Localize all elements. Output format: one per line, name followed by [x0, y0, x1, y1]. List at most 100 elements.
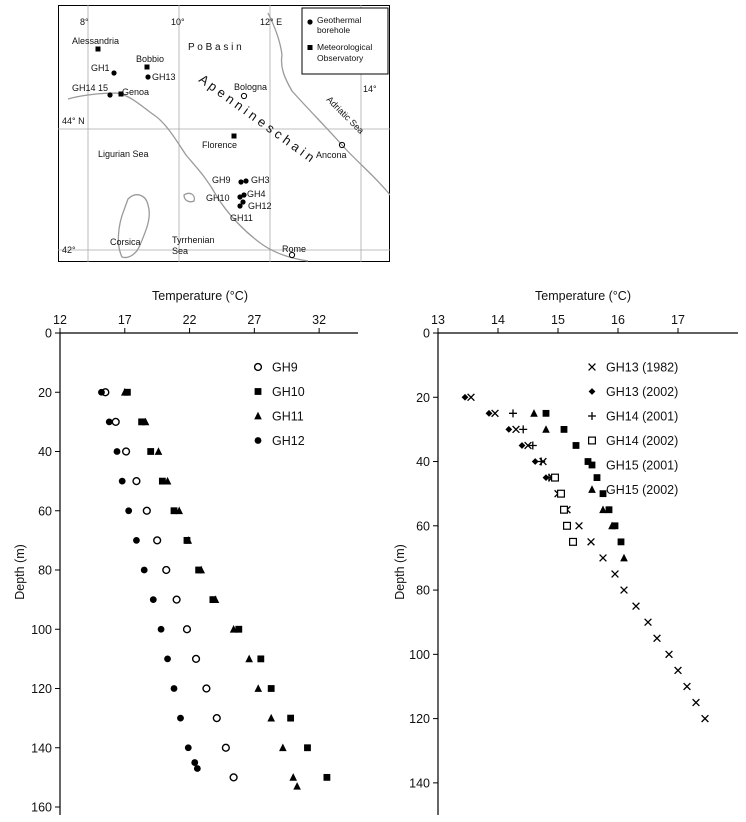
chart-left-point-s0-2: [121, 447, 131, 456]
chart-right-point-s4-2: [572, 442, 580, 449]
chart-left-point-s2-2: [154, 447, 163, 455]
chart-left-point-s3-7: [149, 596, 157, 604]
chart-left-point-s0-4: [142, 506, 151, 515]
chart-right-y-tick-label-120: 120: [409, 712, 430, 726]
map-legend-box: [301, 7, 389, 75]
chart-right-point-s2-0: [509, 409, 517, 418]
chart-left-point-s2-7: [211, 595, 220, 604]
chart-left-point-s0-10: [202, 684, 211, 693]
map-city-alessandria: Alessandria: [72, 36, 119, 46]
chart-left-point-s1-1: [138, 418, 146, 426]
map-svg: Geothermal borehole Meteorological Obser…: [58, 5, 391, 262]
map-legend-geo-line1: Geothermal: [317, 15, 362, 25]
chart-left-legend-marker-0: [253, 362, 263, 372]
chart-left-point-s2-3: [163, 476, 172, 485]
map-marker-genoa: [118, 91, 124, 97]
map-marker-bologna: [240, 92, 248, 100]
chart-right-legend-label-4: GH15 (2001): [606, 459, 678, 473]
map-italy-west-coast: [67, 92, 309, 262]
map-region-tyrrhenian-1: Tyrrhenian: [172, 235, 215, 245]
map-marker-gh9: [238, 179, 244, 185]
chart-left-point-s3-10: [170, 685, 178, 692]
chart-left-y-tick-label-140: 140: [31, 741, 52, 755]
chart-right-point-s0-19: [692, 698, 700, 707]
chart-right-legend-marker-2: [588, 412, 596, 420]
chart-right-point-s4-4: [593, 474, 601, 481]
chart-left-point-s2-9: [245, 654, 253, 663]
chart-right-x-tick-label-16: 16: [611, 313, 625, 327]
chart-left-point-s2-10: [254, 684, 263, 692]
chart-left-x-tick-label-17: 17: [118, 313, 132, 327]
map-region-ligurian-sea: Ligurian Sea: [98, 149, 149, 159]
map-borehole-gh11: GH11: [230, 213, 253, 223]
chart-left-legend-label-1: GH10: [272, 385, 305, 399]
chart-right-x-tick-label-13: 13: [431, 313, 445, 327]
chart-left-point-s1-4: [170, 507, 178, 515]
chart-right-point-s0-18: [683, 682, 691, 691]
chart-right-point-s0-13: [632, 602, 640, 610]
chart-left-point-s1-0: [123, 388, 131, 396]
chart-left-legend-marker-3: [254, 437, 262, 444]
chart-left-y-tick-label-100: 100: [31, 623, 52, 637]
chart-left-y-tick-label-120: 120: [31, 682, 52, 696]
chart-right-point-s5-2: [599, 505, 607, 514]
chart-right-point-s0-3: [524, 441, 532, 450]
map-marker-gh14-15: [107, 92, 113, 98]
chart-left-point-s2-12: [279, 743, 287, 752]
chart-left-ylabel: Depth (m): [13, 544, 27, 600]
map-city-genoa: Genoa: [122, 87, 149, 97]
map-city-florence: Florence: [202, 140, 237, 150]
map-marker-gh10: [237, 194, 243, 200]
map-city-rome: Rome: [282, 244, 306, 254]
chart-right-point-s2-2: [528, 441, 537, 450]
chart-left-y-tick-label-0: 0: [45, 327, 52, 341]
map-region-corsica: Corsica: [110, 237, 141, 247]
map-lon-8: 8°: [80, 17, 89, 27]
chart-right-y-tick-label-140: 140: [409, 776, 430, 790]
chart-right-legend-marker-1: [588, 388, 596, 395]
chart-left-x-tick-label-32: 32: [312, 313, 326, 327]
chart-left-point-s2-0: [120, 388, 129, 396]
chart-left-point-s3-5: [133, 536, 140, 544]
chart-left-point-s3-4: [125, 507, 133, 515]
chart-left-point-s2-6: [197, 565, 206, 574]
chart-left-point-s0-7: [172, 595, 181, 604]
chart-right-point-s0-16: [665, 650, 673, 659]
chart-left-point-s2-8: [229, 625, 238, 633]
chart-right-point-s5-0: [530, 409, 538, 417]
map-legend-geo-line2: borehole: [317, 25, 350, 35]
chart-right-legend-marker-3: [588, 436, 597, 445]
chart-left-y-tick-label-40: 40: [38, 445, 52, 459]
map-borehole-gh13: GH13: [152, 72, 176, 82]
map-marker-gh4: [241, 192, 247, 198]
chart-right-y-tick-label-100: 100: [409, 648, 430, 662]
map-lat-44: 44° N: [62, 116, 85, 126]
chart-right-legend-marker-0: [588, 363, 596, 371]
chart-left-point-s0-12: [221, 743, 230, 752]
chart-right-legend-label-0: GH13 (1982): [606, 361, 678, 375]
chart-left-point-s3-2: [113, 448, 121, 455]
chart-right-point-s4-5: [599, 490, 607, 498]
map-lon-14: 14°: [363, 84, 377, 94]
map-coast-north: [267, 12, 283, 56]
chart-right-point-s0-15: [653, 634, 661, 643]
chart-right-point-s3-0: [551, 473, 560, 482]
chart-right-svg: Temperature (°C) Depth (m) 13 14 15 16 17 0 20…: [393, 289, 738, 815]
map-corsica: [117, 194, 150, 259]
chart-right-point-s0-11: [611, 570, 619, 578]
chart-left-point-s3-3: [118, 477, 126, 485]
chart-right-point-s0-20: [701, 714, 709, 723]
map-region-tyrrhenian-2: Sea: [172, 246, 188, 256]
chart-left-x-tick-label-22: 22: [183, 313, 197, 327]
chart-left-point-s0-9: [191, 654, 201, 663]
chart-right-x-tick-label-15: 15: [551, 313, 565, 327]
chart-right-legend-label-5: GH15 (2002): [606, 483, 678, 497]
chart-right-point-s1-1: [485, 409, 493, 417]
chart-right-xlabel: Temperature (°C): [535, 289, 631, 303]
map-city-bobbio: Bobbio: [136, 54, 164, 64]
chart-left-point-s0-8: [182, 625, 192, 634]
chart-left-legend-marker-1: [254, 388, 262, 395]
chart-left-point-s1-7: [209, 596, 217, 604]
chart-right-point-s3-1: [557, 489, 566, 498]
map-legend-circle-icon: [307, 19, 313, 25]
